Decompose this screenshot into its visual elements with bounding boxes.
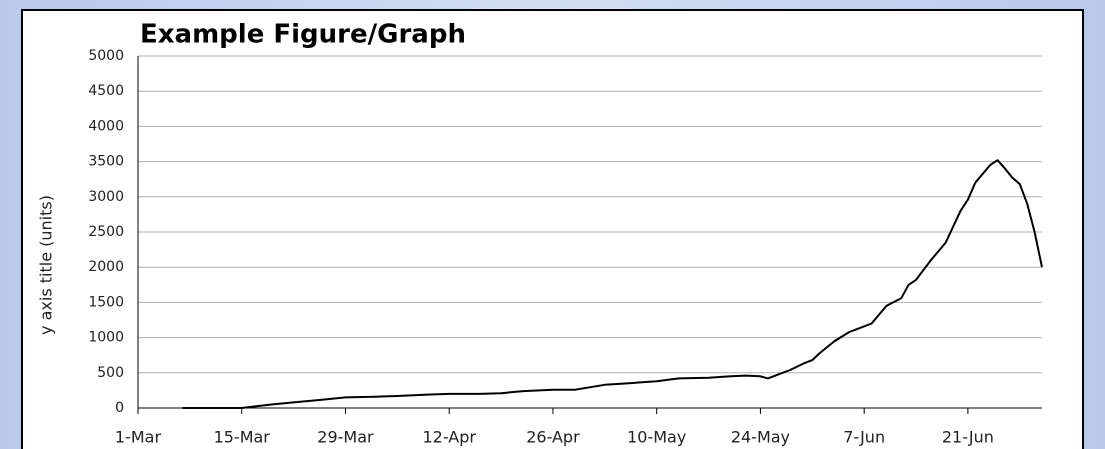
x-tick-label: 29-Mar <box>317 428 374 447</box>
x-tick-label: 1-Mar <box>115 428 162 447</box>
chart-title: Example Figure/Graph <box>140 20 466 50</box>
y-tick-label: 3500 <box>88 154 124 170</box>
x-tick-label: 7-Jun <box>843 428 885 447</box>
panel <box>21 9 1084 449</box>
y-tick-label: 1500 <box>88 294 124 310</box>
y-tick-label: 3000 <box>88 189 124 205</box>
y-axis-title: y axis title (units) <box>37 195 56 335</box>
y-tick-label: 0 <box>115 400 124 416</box>
y-tick-label: 4500 <box>88 83 124 99</box>
y-tick-label: 4000 <box>88 118 124 134</box>
y-tick-label: 5000 <box>88 48 124 64</box>
x-tick-label: 10-May <box>627 428 686 447</box>
y-tick-label: 2000 <box>88 259 124 275</box>
x-tick-label: 15-Mar <box>214 428 271 447</box>
y-tick-label: 2500 <box>88 224 124 240</box>
y-tick-label: 1000 <box>88 330 124 346</box>
x-tick-label: 21-Jun <box>942 428 994 447</box>
line <box>182 159 1043 409</box>
x-tick-label: 24-May <box>731 428 790 447</box>
x-tick-label: 12-Apr <box>422 428 476 447</box>
x-tick-label: 26-Apr <box>526 428 580 447</box>
y-tick-label: 500 <box>97 365 124 381</box>
